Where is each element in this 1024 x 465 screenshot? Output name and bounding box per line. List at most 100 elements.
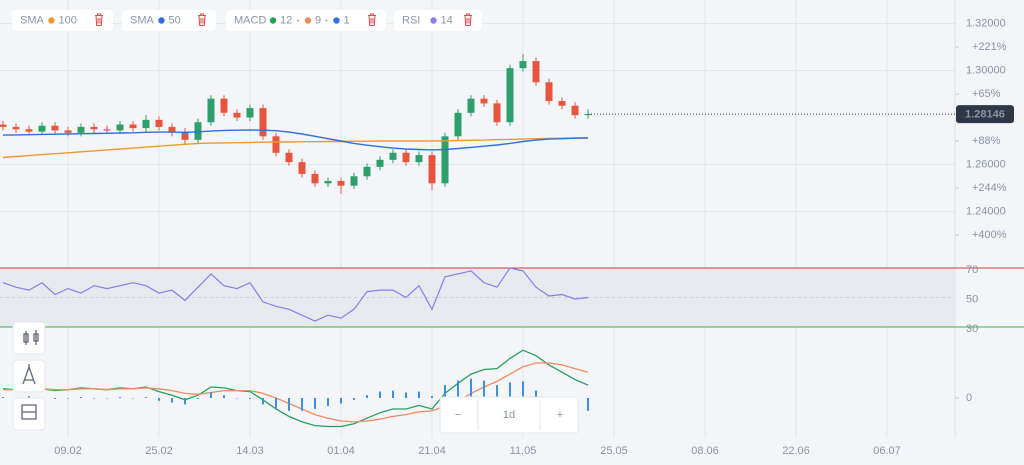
toolbar-button[interactable] — [12, 359, 46, 393]
indicator-line — [3, 362, 589, 423]
macd-histogram-bar — [404, 392, 407, 398]
delete-icon[interactable] — [198, 13, 206, 27]
candle-body — [337, 180, 345, 186]
zoom-panel — [439, 396, 579, 434]
macd-histogram-bar — [53, 398, 56, 399]
candle-body — [428, 155, 436, 184]
macd-histogram-bar — [118, 397, 121, 398]
indicator-name: MACD — [234, 14, 266, 26]
candle-body — [363, 166, 371, 177]
macd-histogram-bar — [27, 396, 30, 398]
param-value: 9 — [315, 14, 321, 26]
candle-body — [0, 124, 7, 127]
x-tick-label: 25.05 — [600, 445, 628, 457]
macd-histogram-bar — [469, 378, 472, 398]
candle-body — [38, 125, 46, 132]
macd-histogram-bar — [131, 398, 134, 399]
chip-background — [12, 10, 113, 31]
button-background — [12, 359, 46, 393]
candle-body — [311, 173, 319, 184]
macd-histogram-bar — [92, 398, 95, 399]
rsi-tick-label: 70 — [966, 264, 978, 276]
y2-tick-label: +88% — [972, 135, 1001, 147]
zoom-in-button[interactable]: + — [557, 409, 563, 421]
macd-histogram-bar — [170, 398, 173, 403]
candle-body — [454, 112, 462, 137]
x-tick-label: 22.06 — [782, 445, 810, 457]
macd-histogram-bar — [274, 398, 277, 410]
macd-histogram-bar — [66, 398, 69, 399]
candle-body — [389, 152, 397, 160]
button-icon — [22, 364, 36, 385]
macd-histogram-bar — [222, 395, 225, 398]
indicator-line — [2, 137, 589, 159]
delete-icon[interactable] — [368, 13, 376, 27]
toolbar-button[interactable] — [12, 321, 46, 355]
indicator-line — [2, 129, 589, 151]
candle-body — [194, 122, 202, 140]
candle-body — [116, 124, 124, 131]
macd-histogram-bar — [391, 390, 394, 398]
chip-background — [394, 10, 482, 31]
macd-histogram-bar — [79, 397, 82, 398]
y2-tick-label: +65% — [972, 88, 1001, 100]
macd-histogram-bar — [326, 398, 329, 407]
macd-histogram-bar — [339, 398, 342, 404]
candle-body — [285, 152, 293, 163]
indicator-name: RSI — [402, 14, 420, 26]
indicator-chip[interactable]: SMA 50 — [122, 10, 216, 31]
param-value: 1 — [344, 14, 350, 26]
macd-histogram-bar — [1, 397, 4, 398]
indicator-name: SMA — [130, 14, 155, 26]
indicator-chip[interactable]: MACD 12 9 1 — [226, 10, 386, 31]
candle-body — [220, 98, 228, 113]
param-dot — [304, 17, 312, 24]
candle-body — [181, 131, 189, 140]
toolbar-button[interactable] — [12, 397, 46, 431]
rsi-tick-label: 30 — [966, 323, 978, 335]
macd-histogram-bar — [235, 398, 238, 399]
candle-body — [155, 119, 163, 127]
y2-tick-label: +221% — [972, 41, 1007, 53]
candle-body — [324, 180, 332, 184]
macd-histogram-bar — [509, 382, 512, 398]
button-icon — [21, 404, 37, 420]
candle-body — [272, 136, 280, 153]
macd-histogram-bar — [105, 398, 108, 399]
candle-body — [12, 126, 20, 130]
x-tick-label: 11.05 — [510, 445, 537, 457]
candle-body — [25, 129, 33, 132]
x-tick-label: 14.03 — [236, 445, 264, 457]
macd-histogram-bar — [496, 385, 499, 398]
macd-histogram-bar — [535, 390, 538, 398]
param-value: 12 — [280, 14, 292, 26]
y-tick-label: 1.24000 — [966, 205, 1006, 217]
macd-histogram-bar — [183, 398, 186, 405]
x-tick-label: 09.02 — [54, 445, 82, 457]
x-tick-label: 08.06 — [691, 445, 719, 457]
candle-body — [103, 129, 111, 131]
macd-histogram-bar — [483, 380, 486, 398]
zoom-out-button[interactable]: − — [455, 409, 461, 421]
indicator-chip[interactable]: RSI 14 — [394, 10, 482, 31]
separator-dot — [325, 19, 328, 22]
button-background — [12, 321, 46, 355]
y-tick-label: 1.30000 — [966, 64, 1006, 76]
candle-body — [415, 155, 423, 163]
macd-histogram-bar — [261, 398, 264, 405]
candle-body — [402, 152, 410, 163]
candle-body — [168, 126, 176, 132]
param-dot — [48, 17, 55, 24]
macd-histogram-bar — [248, 398, 251, 399]
delete-icon[interactable] — [464, 13, 472, 27]
candle-body — [558, 101, 566, 106]
indicator-chip[interactable]: SMA 100 — [12, 10, 113, 31]
candle-body — [129, 124, 137, 129]
candle-body — [571, 105, 579, 116]
interval-button[interactable]: 1d — [503, 409, 515, 421]
param-value: 50 — [169, 14, 181, 26]
candle-body — [64, 130, 72, 133]
x-tick-label: 25.02 — [145, 445, 173, 457]
delete-icon[interactable] — [95, 13, 103, 27]
